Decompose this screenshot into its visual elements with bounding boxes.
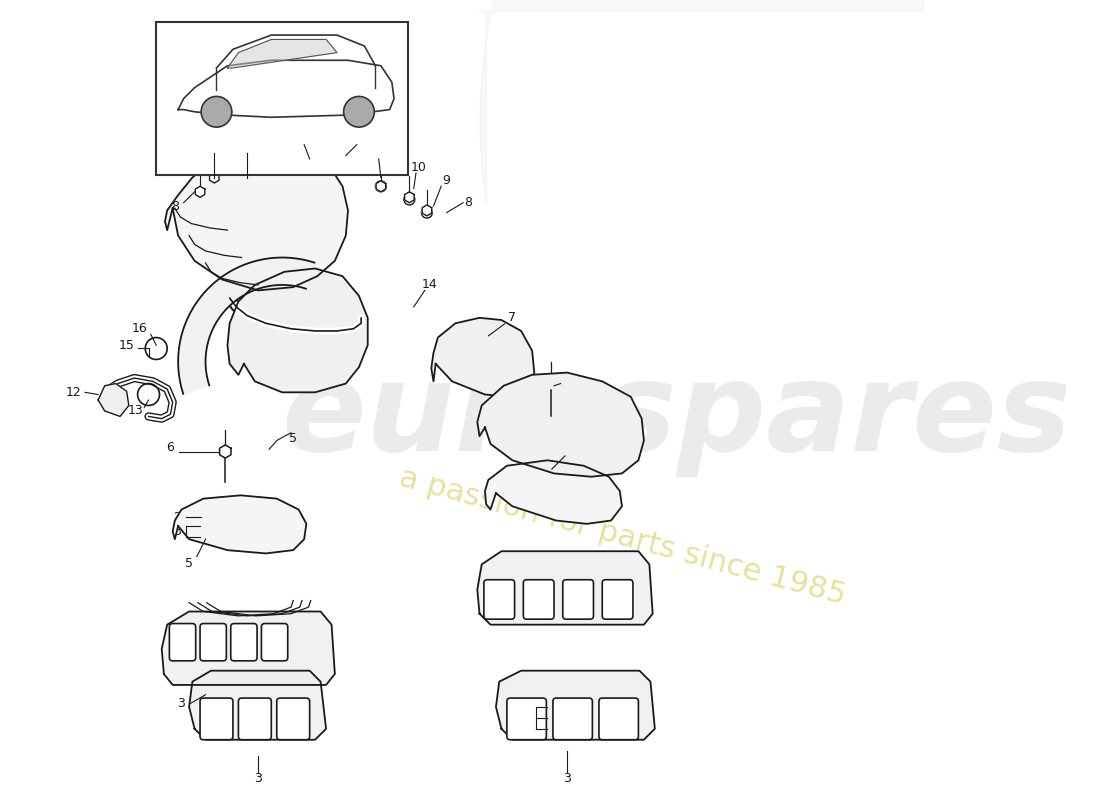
FancyBboxPatch shape [507,698,547,740]
Polygon shape [228,39,337,68]
Text: 13: 13 [128,405,143,418]
Polygon shape [242,159,252,170]
Text: 4: 4 [570,447,578,460]
Text: 3: 3 [177,697,186,710]
Polygon shape [228,269,367,392]
Text: 14: 14 [421,278,437,291]
Text: 8: 8 [464,196,473,210]
Text: 3: 3 [524,711,531,724]
Polygon shape [405,192,414,202]
FancyBboxPatch shape [239,698,272,740]
Bar [156,22,408,175]
Text: 15: 15 [119,338,134,352]
FancyBboxPatch shape [200,698,233,740]
Polygon shape [544,377,557,390]
FancyBboxPatch shape [262,623,288,661]
Polygon shape [376,181,386,192]
Text: eurospares: eurospares [282,356,1071,477]
Text: 2: 2 [173,510,182,524]
Text: a passion for parts since 1985: a passion for parts since 1985 [396,463,848,610]
Text: 1: 1 [524,700,531,714]
Polygon shape [196,186,205,198]
FancyBboxPatch shape [600,698,638,740]
Text: 11: 11 [236,138,252,151]
Text: 3: 3 [563,771,571,785]
Text: 5: 5 [289,432,297,445]
Text: 4: 4 [524,722,531,735]
Text: 6: 6 [166,441,175,454]
Text: 16: 16 [132,322,147,335]
Polygon shape [477,551,652,625]
Text: 11: 11 [204,138,219,151]
Polygon shape [173,495,307,554]
Circle shape [343,97,374,127]
Polygon shape [162,611,334,685]
Text: 8: 8 [170,199,179,213]
Polygon shape [431,318,535,397]
FancyBboxPatch shape [200,623,227,661]
Text: 5: 5 [185,557,194,570]
Text: 9: 9 [442,174,451,187]
Text: 3: 3 [173,525,182,538]
Text: 10: 10 [410,161,426,174]
Polygon shape [220,445,231,458]
Polygon shape [165,145,348,290]
Text: 3: 3 [254,771,262,785]
FancyBboxPatch shape [563,580,594,619]
Polygon shape [210,172,219,183]
FancyBboxPatch shape [484,580,515,619]
Text: 11: 11 [368,146,384,159]
Polygon shape [189,670,326,740]
Text: 12: 12 [66,386,81,399]
Text: 10: 10 [294,131,310,145]
Polygon shape [178,258,315,394]
Text: 9: 9 [358,133,365,146]
FancyBboxPatch shape [524,580,554,619]
FancyBboxPatch shape [231,623,257,661]
FancyBboxPatch shape [277,698,309,740]
FancyBboxPatch shape [553,698,593,740]
Text: 6: 6 [565,375,573,388]
Polygon shape [496,670,654,740]
Polygon shape [422,205,431,216]
Polygon shape [477,373,644,477]
Polygon shape [98,383,129,417]
Text: 7: 7 [508,311,516,324]
FancyBboxPatch shape [602,580,632,619]
Circle shape [201,97,232,127]
Polygon shape [485,460,622,524]
FancyBboxPatch shape [169,623,196,661]
